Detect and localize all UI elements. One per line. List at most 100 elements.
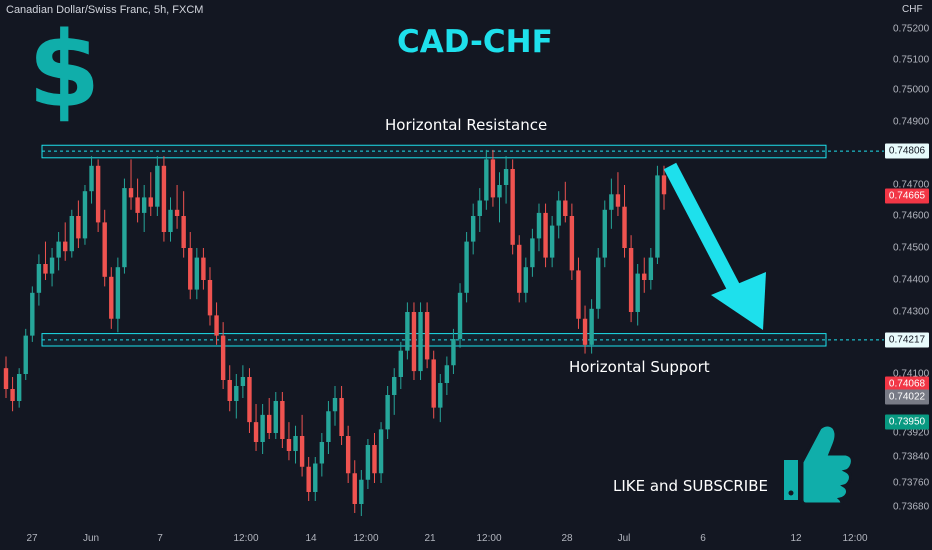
x-tick-label: 27	[26, 533, 38, 544]
x-tick-label: 7	[157, 533, 163, 544]
candle-body	[642, 273, 647, 280]
candle-body	[556, 200, 561, 226]
dollar-icon: $	[28, 9, 101, 131]
candle-body	[569, 216, 575, 271]
x-tick-label: 12	[790, 533, 802, 544]
y-tick-label: 0.74400	[893, 274, 930, 286]
candle-body	[517, 244, 522, 293]
candle-body	[161, 165, 167, 232]
candle-body	[214, 315, 219, 336]
y-tick-label: 0.73840	[893, 451, 930, 463]
candle-body	[299, 436, 305, 467]
x-tick-label: 14	[305, 533, 317, 544]
candle-body	[286, 439, 292, 451]
x-tick-label: 12:00	[842, 533, 868, 544]
candle-body	[661, 175, 667, 195]
candle-body	[141, 197, 147, 213]
candle-body	[267, 414, 272, 433]
candle-body	[451, 339, 456, 366]
candle-body	[609, 194, 614, 210]
candle-body	[174, 209, 180, 216]
candle-body	[10, 389, 15, 401]
x-tick-label: 21	[424, 533, 436, 544]
candle-body	[260, 414, 265, 442]
y-tick-label: 0.75100	[893, 54, 930, 66]
axis-currency-label: CHF	[902, 4, 923, 15]
candle-body	[63, 241, 68, 252]
x-tick-label: 12:00	[233, 533, 259, 544]
candle-body	[648, 257, 654, 280]
thumbs-up-icon	[784, 423, 854, 506]
x-tick-label: 6	[700, 533, 706, 544]
candle-body	[431, 359, 436, 408]
candle-body	[227, 380, 232, 401]
candle-body	[30, 292, 35, 336]
candle-body	[95, 165, 101, 223]
candle-body	[536, 212, 542, 239]
candle-body	[655, 175, 660, 258]
candle-body	[549, 225, 555, 258]
chart-title: CAD-CHF	[397, 24, 553, 60]
candle-body	[490, 159, 496, 198]
candle-body	[523, 267, 529, 293]
candle-body	[405, 312, 410, 351]
price-badge-marker: 0.74022	[885, 389, 929, 405]
price-badge-marker: 0.73950	[885, 414, 929, 430]
candle-body	[444, 365, 450, 383]
candle-body	[602, 209, 607, 258]
candle-body	[82, 191, 88, 239]
trend-arrow-icon	[663, 162, 766, 330]
candle-body	[69, 216, 74, 252]
candle-body	[339, 398, 344, 436]
candle-body	[247, 377, 252, 423]
y-tick-label: 0.75200	[893, 23, 930, 35]
candle-body	[194, 257, 200, 290]
candle-body	[464, 241, 469, 293]
x-tick-label: Jul	[617, 533, 631, 544]
candle-body	[332, 398, 338, 412]
candle-body	[293, 436, 298, 451]
y-tick-label: 0.73760	[893, 477, 930, 489]
y-tick-label: 0.74300	[893, 306, 930, 318]
candle-body	[470, 216, 476, 242]
candle-body	[128, 188, 134, 198]
candle-body	[477, 200, 482, 216]
candle-body	[56, 241, 61, 258]
candle-body	[240, 377, 246, 386]
y-tick-label: 0.75000	[893, 84, 930, 96]
candle-body	[622, 206, 627, 248]
candle-body	[543, 212, 548, 258]
candle-body	[576, 270, 581, 319]
y-tick-label: 0.74100	[893, 368, 930, 380]
candle-body	[392, 377, 397, 395]
y-tick-label: 0.74500	[893, 242, 930, 254]
candle-body	[313, 463, 318, 492]
candle-body	[503, 169, 509, 185]
candle-body	[510, 169, 515, 245]
candle-body	[16, 374, 22, 401]
candle-body	[201, 257, 206, 280]
candle-body	[148, 197, 153, 207]
candle-body	[76, 216, 81, 239]
candle-body	[207, 280, 213, 316]
candle-body	[615, 194, 621, 207]
candle-body	[345, 436, 351, 474]
candle-body	[484, 159, 489, 201]
symbol-header: Canadian Dollar/Swiss Franc, 5h, FXCM	[6, 4, 204, 16]
candle-body	[49, 257, 55, 274]
x-tick-label: 12:00	[476, 533, 502, 544]
candle-body	[122, 188, 127, 268]
candle-body	[635, 273, 640, 312]
candle-body	[418, 312, 423, 372]
x-tick-label: Jun	[82, 533, 100, 544]
candle-body	[168, 209, 173, 232]
candle-body	[596, 257, 601, 309]
candle-body	[273, 401, 278, 433]
y-tick-label: 0.74600	[893, 210, 930, 222]
candle-body	[181, 216, 186, 248]
y-tick-label: 0.73680	[893, 501, 930, 513]
candle-body	[89, 165, 94, 192]
candle-body	[628, 248, 634, 312]
y-tick-label: 0.74700	[893, 179, 930, 191]
